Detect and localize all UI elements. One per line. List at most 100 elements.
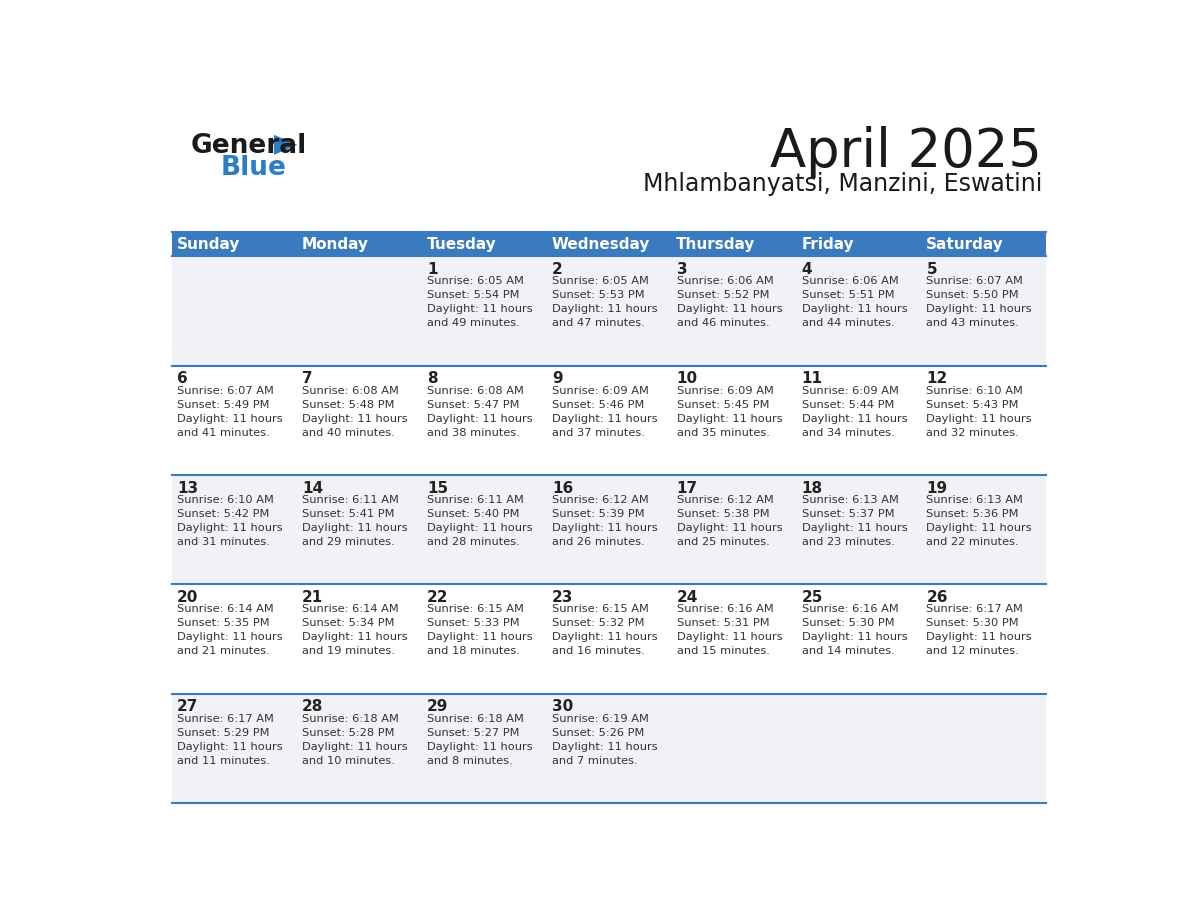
Bar bbox=[546, 365, 671, 476]
Text: Sunrise: 6:08 AM
Sunset: 5:47 PM
Daylight: 11 hours
and 38 minutes.: Sunrise: 6:08 AM Sunset: 5:47 PM Dayligh… bbox=[426, 386, 532, 438]
Text: 10: 10 bbox=[677, 371, 697, 386]
Bar bbox=[172, 365, 297, 476]
Text: Monday: Monday bbox=[302, 237, 368, 252]
Text: Sunrise: 6:11 AM
Sunset: 5:41 PM
Daylight: 11 hours
and 29 minutes.: Sunrise: 6:11 AM Sunset: 5:41 PM Dayligh… bbox=[302, 495, 407, 547]
Bar bbox=[172, 585, 297, 694]
Bar bbox=[546, 476, 671, 585]
Text: Sunrise: 6:19 AM
Sunset: 5:26 PM
Daylight: 11 hours
and 7 minutes.: Sunrise: 6:19 AM Sunset: 5:26 PM Dayligh… bbox=[552, 714, 657, 766]
Text: Friday: Friday bbox=[801, 237, 854, 252]
Text: 9: 9 bbox=[552, 371, 562, 386]
Text: Sunrise: 6:16 AM
Sunset: 5:30 PM
Daylight: 11 hours
and 14 minutes.: Sunrise: 6:16 AM Sunset: 5:30 PM Dayligh… bbox=[802, 604, 908, 656]
Bar bbox=[671, 365, 796, 476]
Text: Sunrise: 6:06 AM
Sunset: 5:52 PM
Daylight: 11 hours
and 46 minutes.: Sunrise: 6:06 AM Sunset: 5:52 PM Dayligh… bbox=[677, 276, 783, 329]
Text: 11: 11 bbox=[802, 371, 822, 386]
Text: Sunrise: 6:09 AM
Sunset: 5:45 PM
Daylight: 11 hours
and 35 minutes.: Sunrise: 6:09 AM Sunset: 5:45 PM Dayligh… bbox=[677, 386, 783, 438]
Text: 30: 30 bbox=[552, 700, 573, 714]
Bar bbox=[172, 256, 297, 365]
Text: 15: 15 bbox=[426, 480, 448, 496]
Bar bbox=[422, 232, 546, 256]
Text: 29: 29 bbox=[426, 700, 448, 714]
Bar bbox=[796, 365, 921, 476]
Text: 14: 14 bbox=[302, 480, 323, 496]
Bar bbox=[546, 256, 671, 365]
Bar bbox=[297, 476, 422, 585]
Bar bbox=[422, 585, 546, 694]
Text: Sunrise: 6:17 AM
Sunset: 5:29 PM
Daylight: 11 hours
and 11 minutes.: Sunrise: 6:17 AM Sunset: 5:29 PM Dayligh… bbox=[177, 714, 283, 766]
Bar bbox=[921, 694, 1045, 803]
Bar bbox=[297, 365, 422, 476]
Text: 24: 24 bbox=[677, 590, 699, 605]
Text: Sunrise: 6:12 AM
Sunset: 5:39 PM
Daylight: 11 hours
and 26 minutes.: Sunrise: 6:12 AM Sunset: 5:39 PM Dayligh… bbox=[552, 495, 657, 547]
Text: 7: 7 bbox=[302, 371, 312, 386]
Bar bbox=[796, 694, 921, 803]
Text: 26: 26 bbox=[927, 590, 948, 605]
Bar bbox=[671, 256, 796, 365]
Text: Sunrise: 6:11 AM
Sunset: 5:40 PM
Daylight: 11 hours
and 28 minutes.: Sunrise: 6:11 AM Sunset: 5:40 PM Dayligh… bbox=[426, 495, 532, 547]
Text: 3: 3 bbox=[677, 262, 688, 277]
Bar bbox=[921, 232, 1045, 256]
Text: Sunrise: 6:18 AM
Sunset: 5:28 PM
Daylight: 11 hours
and 10 minutes.: Sunrise: 6:18 AM Sunset: 5:28 PM Dayligh… bbox=[302, 714, 407, 766]
Text: 6: 6 bbox=[177, 371, 188, 386]
Text: 4: 4 bbox=[802, 262, 813, 277]
Text: Sunrise: 6:17 AM
Sunset: 5:30 PM
Daylight: 11 hours
and 12 minutes.: Sunrise: 6:17 AM Sunset: 5:30 PM Dayligh… bbox=[927, 604, 1032, 656]
Bar bbox=[546, 694, 671, 803]
Text: 19: 19 bbox=[927, 480, 948, 496]
Text: 22: 22 bbox=[426, 590, 448, 605]
Text: Sunrise: 6:18 AM
Sunset: 5:27 PM
Daylight: 11 hours
and 8 minutes.: Sunrise: 6:18 AM Sunset: 5:27 PM Dayligh… bbox=[426, 714, 532, 766]
Text: 20: 20 bbox=[177, 590, 198, 605]
Text: Saturday: Saturday bbox=[927, 237, 1004, 252]
Text: Sunrise: 6:15 AM
Sunset: 5:32 PM
Daylight: 11 hours
and 16 minutes.: Sunrise: 6:15 AM Sunset: 5:32 PM Dayligh… bbox=[552, 604, 657, 656]
Bar bbox=[921, 365, 1045, 476]
Text: 2: 2 bbox=[552, 262, 563, 277]
Text: April 2025: April 2025 bbox=[770, 126, 1042, 177]
Text: 23: 23 bbox=[552, 590, 573, 605]
Bar bbox=[921, 476, 1045, 585]
Bar bbox=[297, 694, 422, 803]
Bar bbox=[297, 256, 422, 365]
Bar bbox=[671, 585, 796, 694]
Polygon shape bbox=[274, 135, 297, 155]
Bar bbox=[422, 365, 546, 476]
Text: 16: 16 bbox=[552, 480, 573, 496]
Text: Sunrise: 6:12 AM
Sunset: 5:38 PM
Daylight: 11 hours
and 25 minutes.: Sunrise: 6:12 AM Sunset: 5:38 PM Dayligh… bbox=[677, 495, 783, 547]
Text: 17: 17 bbox=[677, 480, 697, 496]
Text: Sunrise: 6:15 AM
Sunset: 5:33 PM
Daylight: 11 hours
and 18 minutes.: Sunrise: 6:15 AM Sunset: 5:33 PM Dayligh… bbox=[426, 604, 532, 656]
Text: 8: 8 bbox=[426, 371, 437, 386]
Bar bbox=[172, 232, 297, 256]
Text: Sunrise: 6:09 AM
Sunset: 5:46 PM
Daylight: 11 hours
and 37 minutes.: Sunrise: 6:09 AM Sunset: 5:46 PM Dayligh… bbox=[552, 386, 657, 438]
Bar bbox=[546, 232, 671, 256]
Bar bbox=[796, 585, 921, 694]
Bar bbox=[172, 694, 297, 803]
Text: Sunrise: 6:13 AM
Sunset: 5:36 PM
Daylight: 11 hours
and 22 minutes.: Sunrise: 6:13 AM Sunset: 5:36 PM Dayligh… bbox=[927, 495, 1032, 547]
Text: Sunday: Sunday bbox=[177, 237, 240, 252]
Bar bbox=[172, 476, 297, 585]
Text: 1: 1 bbox=[426, 262, 437, 277]
Bar bbox=[297, 232, 422, 256]
Text: Tuesday: Tuesday bbox=[426, 237, 497, 252]
Text: 25: 25 bbox=[802, 590, 823, 605]
Bar bbox=[671, 476, 796, 585]
Text: Sunrise: 6:06 AM
Sunset: 5:51 PM
Daylight: 11 hours
and 44 minutes.: Sunrise: 6:06 AM Sunset: 5:51 PM Dayligh… bbox=[802, 276, 908, 329]
Bar bbox=[796, 476, 921, 585]
Text: Sunrise: 6:13 AM
Sunset: 5:37 PM
Daylight: 11 hours
and 23 minutes.: Sunrise: 6:13 AM Sunset: 5:37 PM Dayligh… bbox=[802, 495, 908, 547]
Text: Mhlambanyatsi, Manzini, Eswatini: Mhlambanyatsi, Manzini, Eswatini bbox=[643, 172, 1042, 196]
Bar bbox=[921, 585, 1045, 694]
Text: Sunrise: 6:09 AM
Sunset: 5:44 PM
Daylight: 11 hours
and 34 minutes.: Sunrise: 6:09 AM Sunset: 5:44 PM Dayligh… bbox=[802, 386, 908, 438]
Text: Blue: Blue bbox=[221, 155, 286, 181]
Bar bbox=[796, 232, 921, 256]
Text: Sunrise: 6:07 AM
Sunset: 5:50 PM
Daylight: 11 hours
and 43 minutes.: Sunrise: 6:07 AM Sunset: 5:50 PM Dayligh… bbox=[927, 276, 1032, 329]
Bar bbox=[671, 694, 796, 803]
Text: General: General bbox=[191, 133, 308, 159]
Bar bbox=[796, 256, 921, 365]
Text: Sunrise: 6:16 AM
Sunset: 5:31 PM
Daylight: 11 hours
and 15 minutes.: Sunrise: 6:16 AM Sunset: 5:31 PM Dayligh… bbox=[677, 604, 783, 656]
Text: 28: 28 bbox=[302, 700, 323, 714]
Text: Sunrise: 6:05 AM
Sunset: 5:54 PM
Daylight: 11 hours
and 49 minutes.: Sunrise: 6:05 AM Sunset: 5:54 PM Dayligh… bbox=[426, 276, 532, 329]
Bar bbox=[546, 585, 671, 694]
Text: 12: 12 bbox=[927, 371, 948, 386]
Text: 27: 27 bbox=[177, 700, 198, 714]
Text: Sunrise: 6:14 AM
Sunset: 5:35 PM
Daylight: 11 hours
and 21 minutes.: Sunrise: 6:14 AM Sunset: 5:35 PM Dayligh… bbox=[177, 604, 283, 656]
Bar bbox=[422, 694, 546, 803]
Text: Thursday: Thursday bbox=[676, 237, 756, 252]
Text: Sunrise: 6:14 AM
Sunset: 5:34 PM
Daylight: 11 hours
and 19 minutes.: Sunrise: 6:14 AM Sunset: 5:34 PM Dayligh… bbox=[302, 604, 407, 656]
Text: Sunrise: 6:10 AM
Sunset: 5:43 PM
Daylight: 11 hours
and 32 minutes.: Sunrise: 6:10 AM Sunset: 5:43 PM Dayligh… bbox=[927, 386, 1032, 438]
